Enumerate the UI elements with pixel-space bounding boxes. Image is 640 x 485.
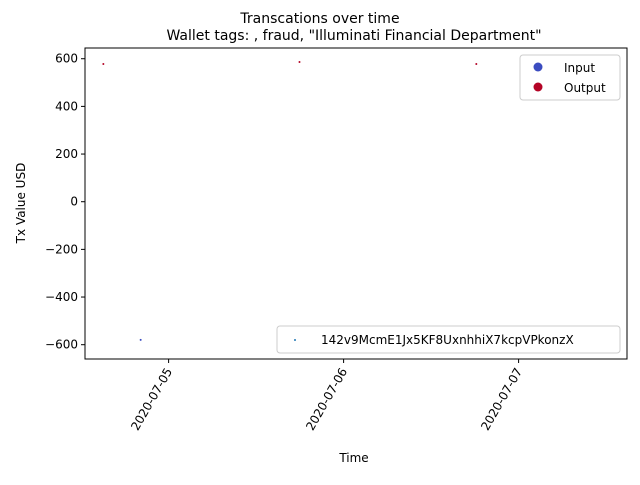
legend-address-marker — [294, 339, 296, 341]
plot-area — [84, 47, 628, 360]
y-tick-label: 600 — [55, 52, 78, 66]
data-point-output — [475, 62, 478, 65]
x-tick-label: 2020-07-05 — [128, 366, 175, 433]
data-point-output — [298, 61, 301, 64]
chart-suptitle: Transcations over time — [239, 11, 399, 27]
legend-address-label: 142v9McmE1Jx5KF8UxnhhiX7kcpVPkonzX — [321, 333, 574, 347]
y-tick-label: 0 — [70, 195, 78, 209]
legend-output-label: Output — [564, 81, 606, 95]
x-axis: 2020-07-05 2020-07-06 2020-07-07 — [128, 359, 525, 433]
y-axis: 600 400 200 0 −200 −400 −600 — [45, 52, 85, 352]
legend-output-marker — [533, 82, 543, 92]
legend-kind: Input Output — [519, 54, 621, 101]
x-axis-label: Time — [338, 451, 368, 465]
legend-address: 142v9McmE1Jx5KF8UxnhhiX7kcpVPkonzX — [276, 325, 621, 354]
y-tick-label: −400 — [45, 290, 78, 304]
legend-input-label: Input — [564, 61, 595, 75]
data-point-output — [102, 62, 105, 65]
data-point-input — [139, 338, 142, 341]
legend-input-marker — [533, 62, 543, 72]
y-axis-label: Tx Value USD — [14, 163, 28, 245]
data-points — [102, 61, 478, 341]
y-tick-label: −600 — [45, 338, 78, 352]
x-tick-label: 2020-07-06 — [303, 366, 350, 433]
y-tick-label: −200 — [45, 242, 78, 256]
legend-address-box — [276, 325, 621, 354]
chart-title: Wallet tags: , fraud, "Illuminati Financ… — [166, 28, 541, 44]
x-tick-label: 2020-07-07 — [478, 366, 525, 433]
legend-kind-box — [519, 54, 621, 101]
y-tick-label: 200 — [55, 147, 78, 161]
y-tick-label: 400 — [55, 99, 78, 113]
